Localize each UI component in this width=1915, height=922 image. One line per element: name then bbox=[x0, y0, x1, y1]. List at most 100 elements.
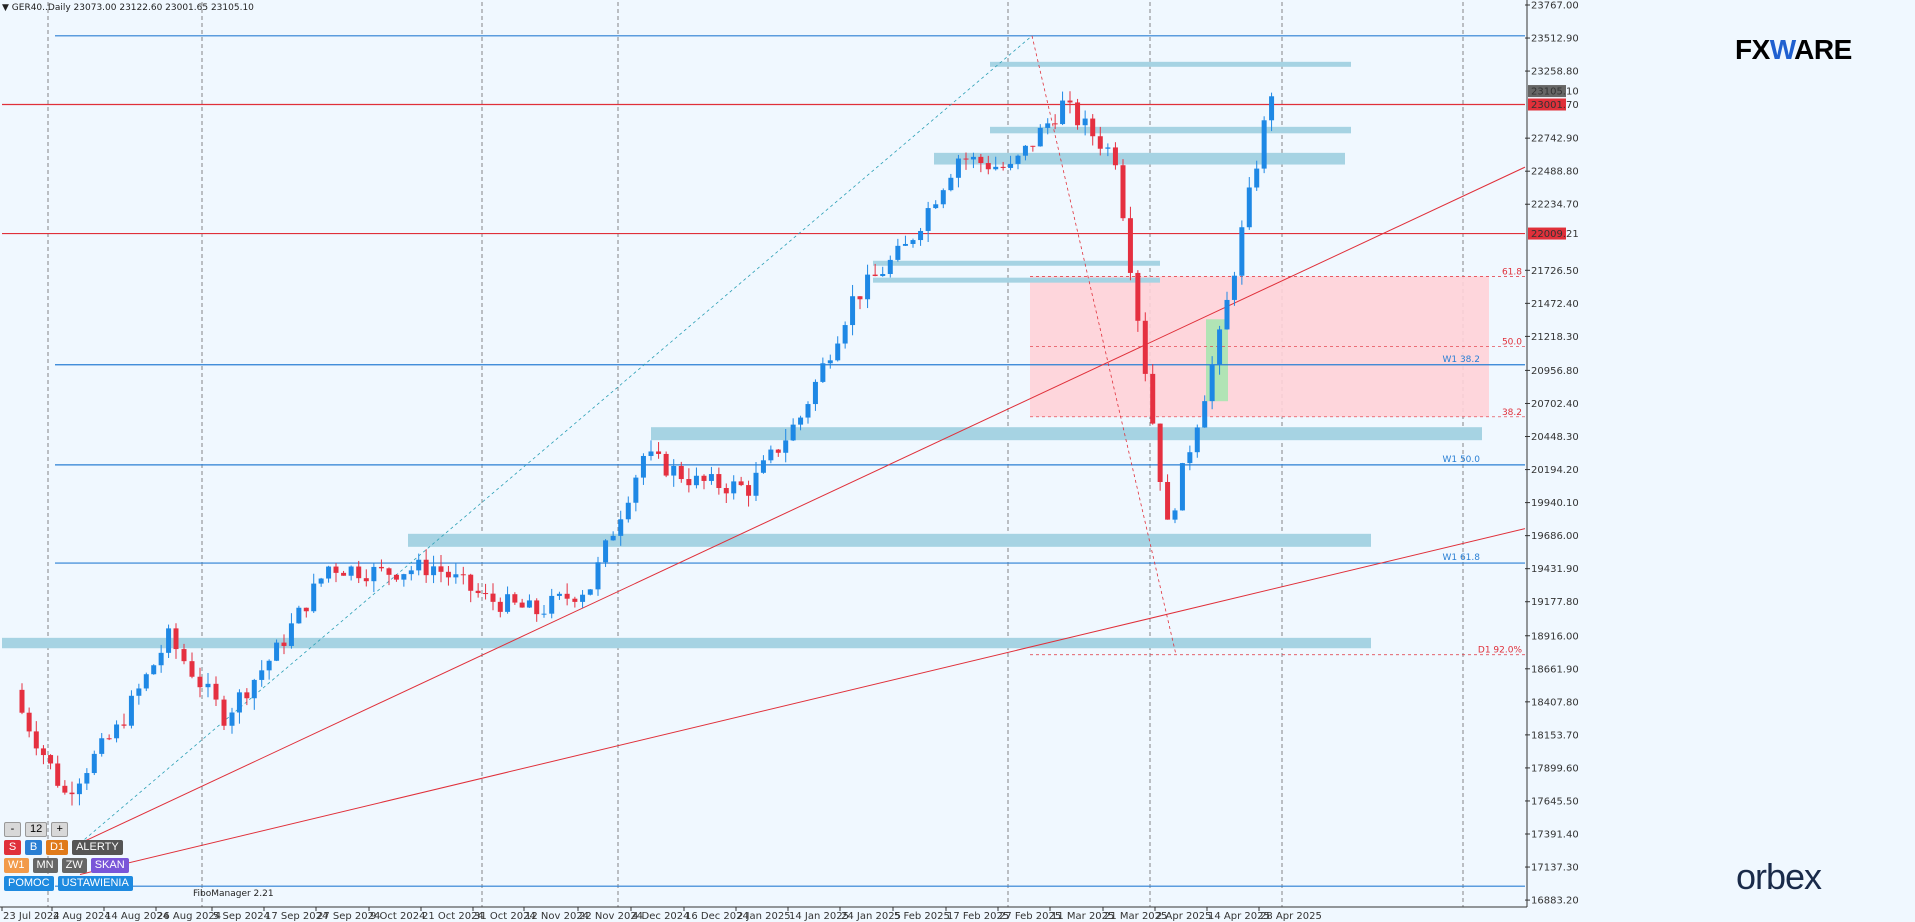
candle-body[interactable] bbox=[401, 574, 407, 580]
candle-body[interactable] bbox=[438, 566, 444, 572]
candle-body[interactable] bbox=[519, 602, 525, 608]
candle-body[interactable] bbox=[835, 343, 841, 361]
candle-body[interactable] bbox=[453, 574, 459, 578]
candle-body[interactable] bbox=[189, 661, 195, 677]
candle-body[interactable] bbox=[865, 274, 871, 300]
candle-body[interactable] bbox=[99, 738, 105, 754]
candle-body[interactable] bbox=[872, 274, 878, 277]
candle-body[interactable] bbox=[556, 593, 562, 596]
candle-body[interactable] bbox=[880, 274, 886, 277]
candle-body[interactable] bbox=[534, 600, 540, 615]
candle-body[interactable] bbox=[348, 566, 354, 576]
candle-body[interactable] bbox=[143, 674, 149, 689]
candle-body[interactable] bbox=[311, 583, 317, 612]
candle-body[interactable] bbox=[236, 692, 242, 713]
candle-body[interactable] bbox=[371, 566, 377, 582]
sell-button[interactable]: S bbox=[4, 840, 21, 855]
candle-body[interactable] bbox=[497, 601, 503, 612]
mn-button[interactable]: MN bbox=[32, 858, 58, 873]
candle-body[interactable] bbox=[416, 559, 422, 571]
candle-body[interactable] bbox=[475, 590, 481, 594]
candle-body[interactable] bbox=[356, 566, 362, 579]
candle-body[interactable] bbox=[490, 593, 496, 602]
candle-body[interactable] bbox=[1052, 123, 1058, 125]
candle-body[interactable] bbox=[1135, 272, 1141, 321]
candle-body[interactable] bbox=[221, 699, 227, 726]
candle-body[interactable] bbox=[827, 360, 833, 364]
candle-body[interactable] bbox=[505, 594, 511, 612]
candle-body[interactable] bbox=[244, 692, 250, 699]
candle-body[interactable] bbox=[378, 566, 384, 569]
candle-body[interactable] bbox=[731, 481, 737, 494]
candle-body[interactable] bbox=[181, 649, 187, 662]
candle-body[interactable] bbox=[1112, 147, 1118, 166]
candle-body[interactable] bbox=[723, 488, 729, 494]
decrease-button[interactable]: - bbox=[4, 822, 21, 837]
candle-body[interactable] bbox=[229, 712, 235, 726]
candle-body[interactable] bbox=[686, 479, 692, 486]
candle-body[interactable] bbox=[106, 738, 112, 740]
candle-body[interactable] bbox=[1239, 227, 1245, 276]
candle-body[interactable] bbox=[84, 773, 90, 784]
candle-body[interactable] bbox=[708, 474, 714, 481]
candle-body[interactable] bbox=[151, 665, 157, 675]
candle-body[interactable] bbox=[955, 158, 961, 178]
candle-body[interactable] bbox=[1142, 320, 1148, 374]
candle-body[interactable] bbox=[197, 676, 203, 688]
candle-body[interactable] bbox=[1082, 118, 1088, 126]
value-field[interactable]: 12 bbox=[25, 822, 48, 837]
candle-body[interactable] bbox=[1217, 329, 1223, 365]
candle-body[interactable] bbox=[541, 613, 547, 615]
candle-body[interactable] bbox=[55, 763, 61, 786]
candle-body[interactable] bbox=[805, 404, 811, 418]
candle-body[interactable] bbox=[671, 466, 677, 476]
candle-body[interactable] bbox=[970, 156, 976, 160]
dropdown-triangle-icon[interactable]: ▼ bbox=[2, 3, 9, 13]
candle-body[interactable] bbox=[318, 578, 324, 584]
candle-body[interactable] bbox=[1261, 120, 1267, 169]
candle-body[interactable] bbox=[1165, 481, 1171, 520]
candle-body[interactable] bbox=[166, 628, 172, 653]
candle-body[interactable] bbox=[1231, 275, 1237, 300]
candle-body[interactable] bbox=[1224, 299, 1230, 330]
d1-button[interactable]: D1 bbox=[46, 840, 69, 855]
candle-body[interactable] bbox=[1075, 102, 1081, 126]
candle-body[interactable] bbox=[693, 475, 699, 486]
candle-body[interactable] bbox=[259, 670, 265, 680]
candle-body[interactable] bbox=[564, 593, 570, 599]
candle-body[interactable] bbox=[850, 296, 856, 326]
candle-body[interactable] bbox=[910, 240, 916, 244]
candle-body[interactable] bbox=[173, 628, 179, 650]
candle-body[interactable] bbox=[701, 475, 707, 481]
candle-body[interactable] bbox=[91, 753, 97, 774]
candle-body[interactable] bbox=[549, 595, 555, 614]
candle-body[interactable] bbox=[587, 589, 593, 595]
candle-body[interactable] bbox=[76, 783, 82, 795]
candle-body[interactable] bbox=[526, 600, 532, 608]
candle-body[interactable] bbox=[842, 325, 848, 344]
candle-body[interactable] bbox=[738, 481, 744, 486]
candle-body[interactable] bbox=[895, 245, 901, 260]
candle-body[interactable] bbox=[1097, 136, 1103, 149]
candle-body[interactable] bbox=[1150, 373, 1156, 424]
candle-body[interactable] bbox=[1194, 427, 1200, 453]
candle-body[interactable] bbox=[595, 562, 601, 590]
candle-body[interactable] bbox=[1202, 401, 1208, 428]
candle-body[interactable] bbox=[656, 451, 662, 454]
candle-body[interactable] bbox=[887, 259, 893, 275]
candle-body[interactable] bbox=[288, 623, 294, 646]
candle-body[interactable] bbox=[746, 485, 752, 496]
zw-button[interactable]: ZW bbox=[61, 858, 87, 873]
settings-button[interactable]: USTAWIENIA bbox=[57, 876, 133, 891]
candle-body[interactable] bbox=[274, 642, 280, 661]
candle-body[interactable] bbox=[468, 574, 474, 591]
candle-body[interactable] bbox=[1015, 155, 1021, 164]
candle-body[interactable] bbox=[1060, 100, 1066, 125]
candle-body[interactable] bbox=[618, 519, 624, 536]
candle-body[interactable] bbox=[296, 607, 302, 624]
candle-body[interactable] bbox=[716, 474, 722, 489]
candle-body[interactable] bbox=[341, 572, 347, 576]
candle-body[interactable] bbox=[128, 695, 134, 726]
candle-body[interactable] bbox=[1120, 165, 1126, 219]
